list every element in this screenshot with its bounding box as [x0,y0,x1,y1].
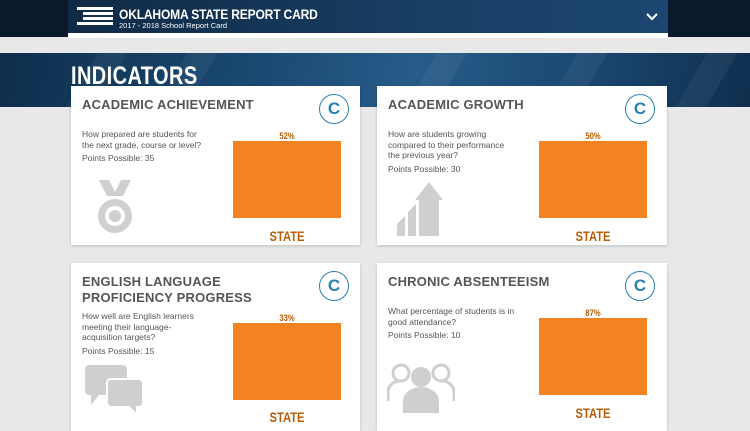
growth-arrow-icon [397,182,443,236]
speech-bubbles-icon [85,365,144,415]
state-bar[interactable] [539,141,647,218]
medal-icon [98,180,132,233]
points-possible: Points Possible: 10 [388,330,461,340]
points-possible: Points Possible: 30 [388,164,461,174]
bar-caption: STATE [269,228,305,244]
card-title: ACADEMIC GROWTH [388,97,524,112]
bar-value-label: 52% [279,131,295,141]
card-question: How are students growing compared to the… [388,129,505,160]
indicator-card-chronic-absenteeism[interactable]: CHRONIC ABSENTEEISM C What percentage of… [377,263,667,431]
state-bar[interactable] [539,318,647,395]
bar-caption: STATE [575,405,611,421]
grade-badge[interactable]: C [319,271,349,301]
grade-badge[interactable]: C [625,271,655,301]
header-shadow-strip [68,33,668,38]
card-title: CHRONIC ABSENTEEISM [388,274,550,289]
app-title: OKLAHOMA STATE REPORT CARD [119,6,318,22]
state-bar[interactable] [233,323,341,400]
chevron-down-icon[interactable] [645,10,659,24]
people-group-icon [387,363,455,413]
bar-value-label: 87% [585,308,601,318]
points-possible: Points Possible: 15 [82,346,155,356]
app-subtitle: 2017 - 2018 School Report Card [119,21,227,30]
card-question: What percentage of students is in good a… [388,306,515,327]
indicator-card-academic-achievement[interactable]: ACADEMIC ACHIEVEMENT C How prepared are … [71,86,360,245]
grade-badge[interactable]: C [625,94,655,124]
card-title: ENGLISH LANGUAGE PROFICIENCY PROGRESS [82,274,252,305]
points-possible: Points Possible: 35 [82,153,155,163]
indicator-card-academic-growth[interactable]: ACADEMIC GROWTH C How are students growi… [377,86,667,245]
bar-value-label: 50% [585,131,601,141]
page-gap [0,37,750,53]
section-title: INDICATORS [71,62,198,90]
bar-caption: STATE [575,228,611,244]
card-question: How well are English learners meeting th… [82,311,194,342]
indicator-card-english-language-proficiency[interactable]: ENGLISH LANGUAGE PROFICIENCY PROGRESS C … [71,263,360,431]
app-header: OKLAHOMA STATE REPORT CARD 2017 - 2018 S… [68,0,668,33]
grade-badge[interactable]: C [319,94,349,124]
bar-value-label: 33% [279,313,295,323]
bar-caption: STATE [269,409,305,425]
card-question: How prepared are students for the next g… [82,129,202,150]
state-bar[interactable] [233,141,341,218]
flag-logo-icon [77,7,113,25]
card-title: ACADEMIC ACHIEVEMENT [82,97,254,112]
